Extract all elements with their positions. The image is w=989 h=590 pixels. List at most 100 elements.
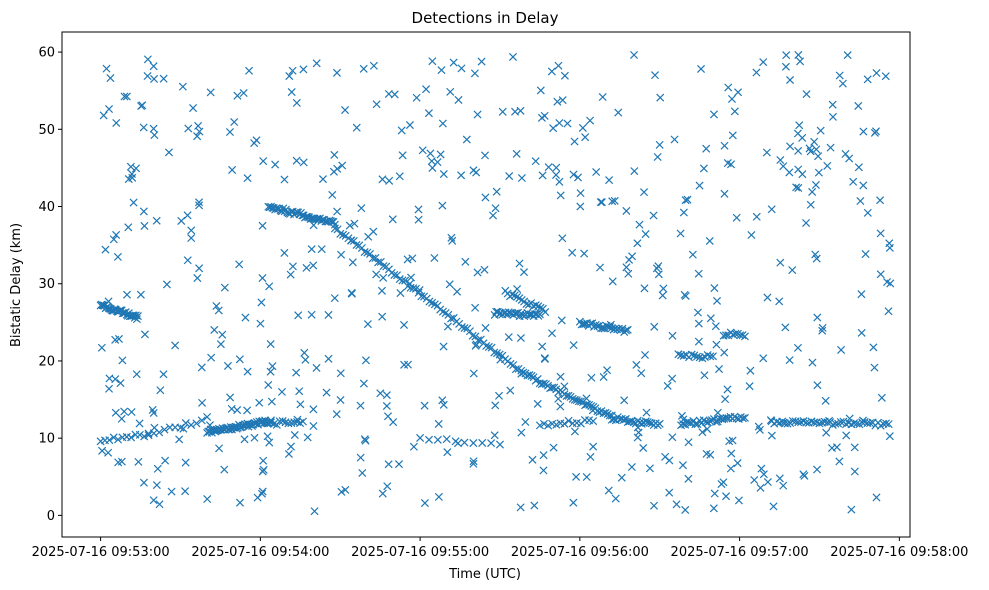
data-point-clutter	[310, 507, 319, 516]
data-point-clutter	[492, 187, 501, 196]
data-point-clutter	[480, 265, 489, 274]
data-point-clutter	[245, 66, 254, 75]
data-point-clutter	[703, 425, 712, 434]
data-point-clutter	[225, 127, 235, 137]
y-axis: 0 10 20 30 40 50 60	[38, 46, 62, 524]
data-point-clutter	[632, 360, 641, 369]
data-point-clutter	[418, 146, 427, 155]
data-point-clutter	[150, 423, 159, 432]
data-point-clutter	[181, 458, 190, 467]
data-point-clutter	[547, 329, 557, 338]
data-point-clutter	[728, 131, 737, 140]
data-point-clutter	[210, 325, 219, 334]
data-point-clutter	[235, 498, 245, 507]
data-point-clutter	[439, 170, 448, 179]
data-point-clutter	[136, 290, 145, 299]
data-point-track-c	[192, 419, 201, 428]
data-point-clutter	[519, 268, 529, 277]
data-point-clutter	[307, 245, 316, 254]
data-point-clutter	[702, 449, 711, 458]
data-point-track-g	[444, 310, 453, 319]
data-point-track-r	[560, 419, 569, 428]
data-point-track-n	[815, 419, 824, 428]
data-point-clutter	[352, 123, 361, 132]
data-point-clutter	[720, 189, 729, 198]
data-point-clutter	[454, 95, 463, 104]
data-point-track-k	[510, 291, 519, 300]
data-point-clutter	[725, 437, 734, 446]
data-point-clutter	[827, 444, 836, 453]
data-point-clutter	[285, 72, 294, 81]
data-point-clutter	[779, 481, 788, 490]
data-point-clutter	[443, 448, 452, 457]
data-point-clutter	[554, 394, 563, 403]
data-point-clutter	[683, 195, 692, 204]
data-point-clutter	[243, 420, 252, 429]
data-point-clutter	[861, 250, 870, 259]
data-point-clutter	[189, 104, 198, 113]
chart-title: Detections in Delay	[412, 9, 559, 27]
data-point-clutter	[290, 430, 299, 440]
data-point-clutter	[549, 443, 558, 452]
data-point-clutter	[98, 446, 107, 455]
data-point-clutter	[198, 398, 207, 407]
data-point-clutter	[818, 323, 827, 332]
data-point-track-l	[593, 322, 602, 331]
data-point-track-g	[360, 248, 369, 257]
data-point-track-g	[365, 249, 375, 258]
data-point-track-n	[866, 419, 875, 428]
data-point-track-m	[738, 414, 747, 423]
data-point-track-r	[589, 417, 598, 426]
data-point-clutter	[883, 277, 892, 287]
data-point-clutter	[724, 83, 733, 92]
data-point-clutter	[152, 481, 161, 490]
data-point-clutter	[854, 163, 863, 172]
data-point-clutter	[126, 162, 135, 171]
data-marks	[96, 50, 895, 516]
data-point-clutter	[752, 68, 761, 77]
data-point-clutter	[845, 154, 854, 163]
data-point-clutter	[549, 124, 558, 133]
data-point-clutter	[332, 68, 341, 77]
data-point-track-q	[416, 433, 425, 442]
data-point-clutter	[759, 354, 768, 363]
data-point-clutter	[614, 108, 623, 117]
data-point-clutter	[356, 401, 365, 410]
data-point-clutter	[109, 235, 118, 244]
data-point-clutter	[705, 236, 714, 246]
data-point-clutter	[292, 98, 301, 107]
data-point-clutter	[473, 110, 482, 119]
data-point-clutter	[757, 464, 766, 473]
data-point-clutter	[734, 88, 743, 97]
data-point-clutter	[720, 348, 729, 357]
data-point-track-n	[836, 417, 845, 427]
data-point-clutter	[720, 141, 729, 150]
data-point-clutter	[257, 298, 266, 307]
data-point-clutter	[859, 127, 868, 136]
data-point-clutter	[193, 132, 202, 141]
data-point-clutter	[842, 431, 851, 440]
data-point-clutter	[715, 365, 724, 374]
data-point-clutter	[808, 187, 817, 196]
data-point-clutter	[684, 474, 693, 483]
data-point-clutter	[796, 57, 805, 66]
data-point-clutter	[794, 146, 803, 155]
data-point-clutter	[140, 330, 149, 339]
data-point-clutter	[195, 264, 204, 273]
data-point-clutter	[517, 428, 526, 437]
data-point-clutter	[516, 503, 525, 512]
data-point-clutter	[422, 85, 431, 94]
data-point-clutter	[149, 408, 158, 418]
data-point-clutter	[384, 89, 393, 99]
data-point-clutter	[241, 313, 250, 322]
data-point-track-g	[401, 276, 410, 285]
data-point-clutter	[235, 355, 244, 364]
data-point-track-o	[692, 352, 702, 361]
data-point-clutter	[598, 92, 607, 102]
data-point-clutter	[156, 386, 165, 395]
data-point-track-o	[687, 350, 696, 359]
data-point-clutter	[838, 79, 847, 88]
data-point-track-h	[570, 395, 579, 404]
data-point-clutter	[645, 464, 654, 473]
data-point-clutter	[175, 435, 184, 444]
